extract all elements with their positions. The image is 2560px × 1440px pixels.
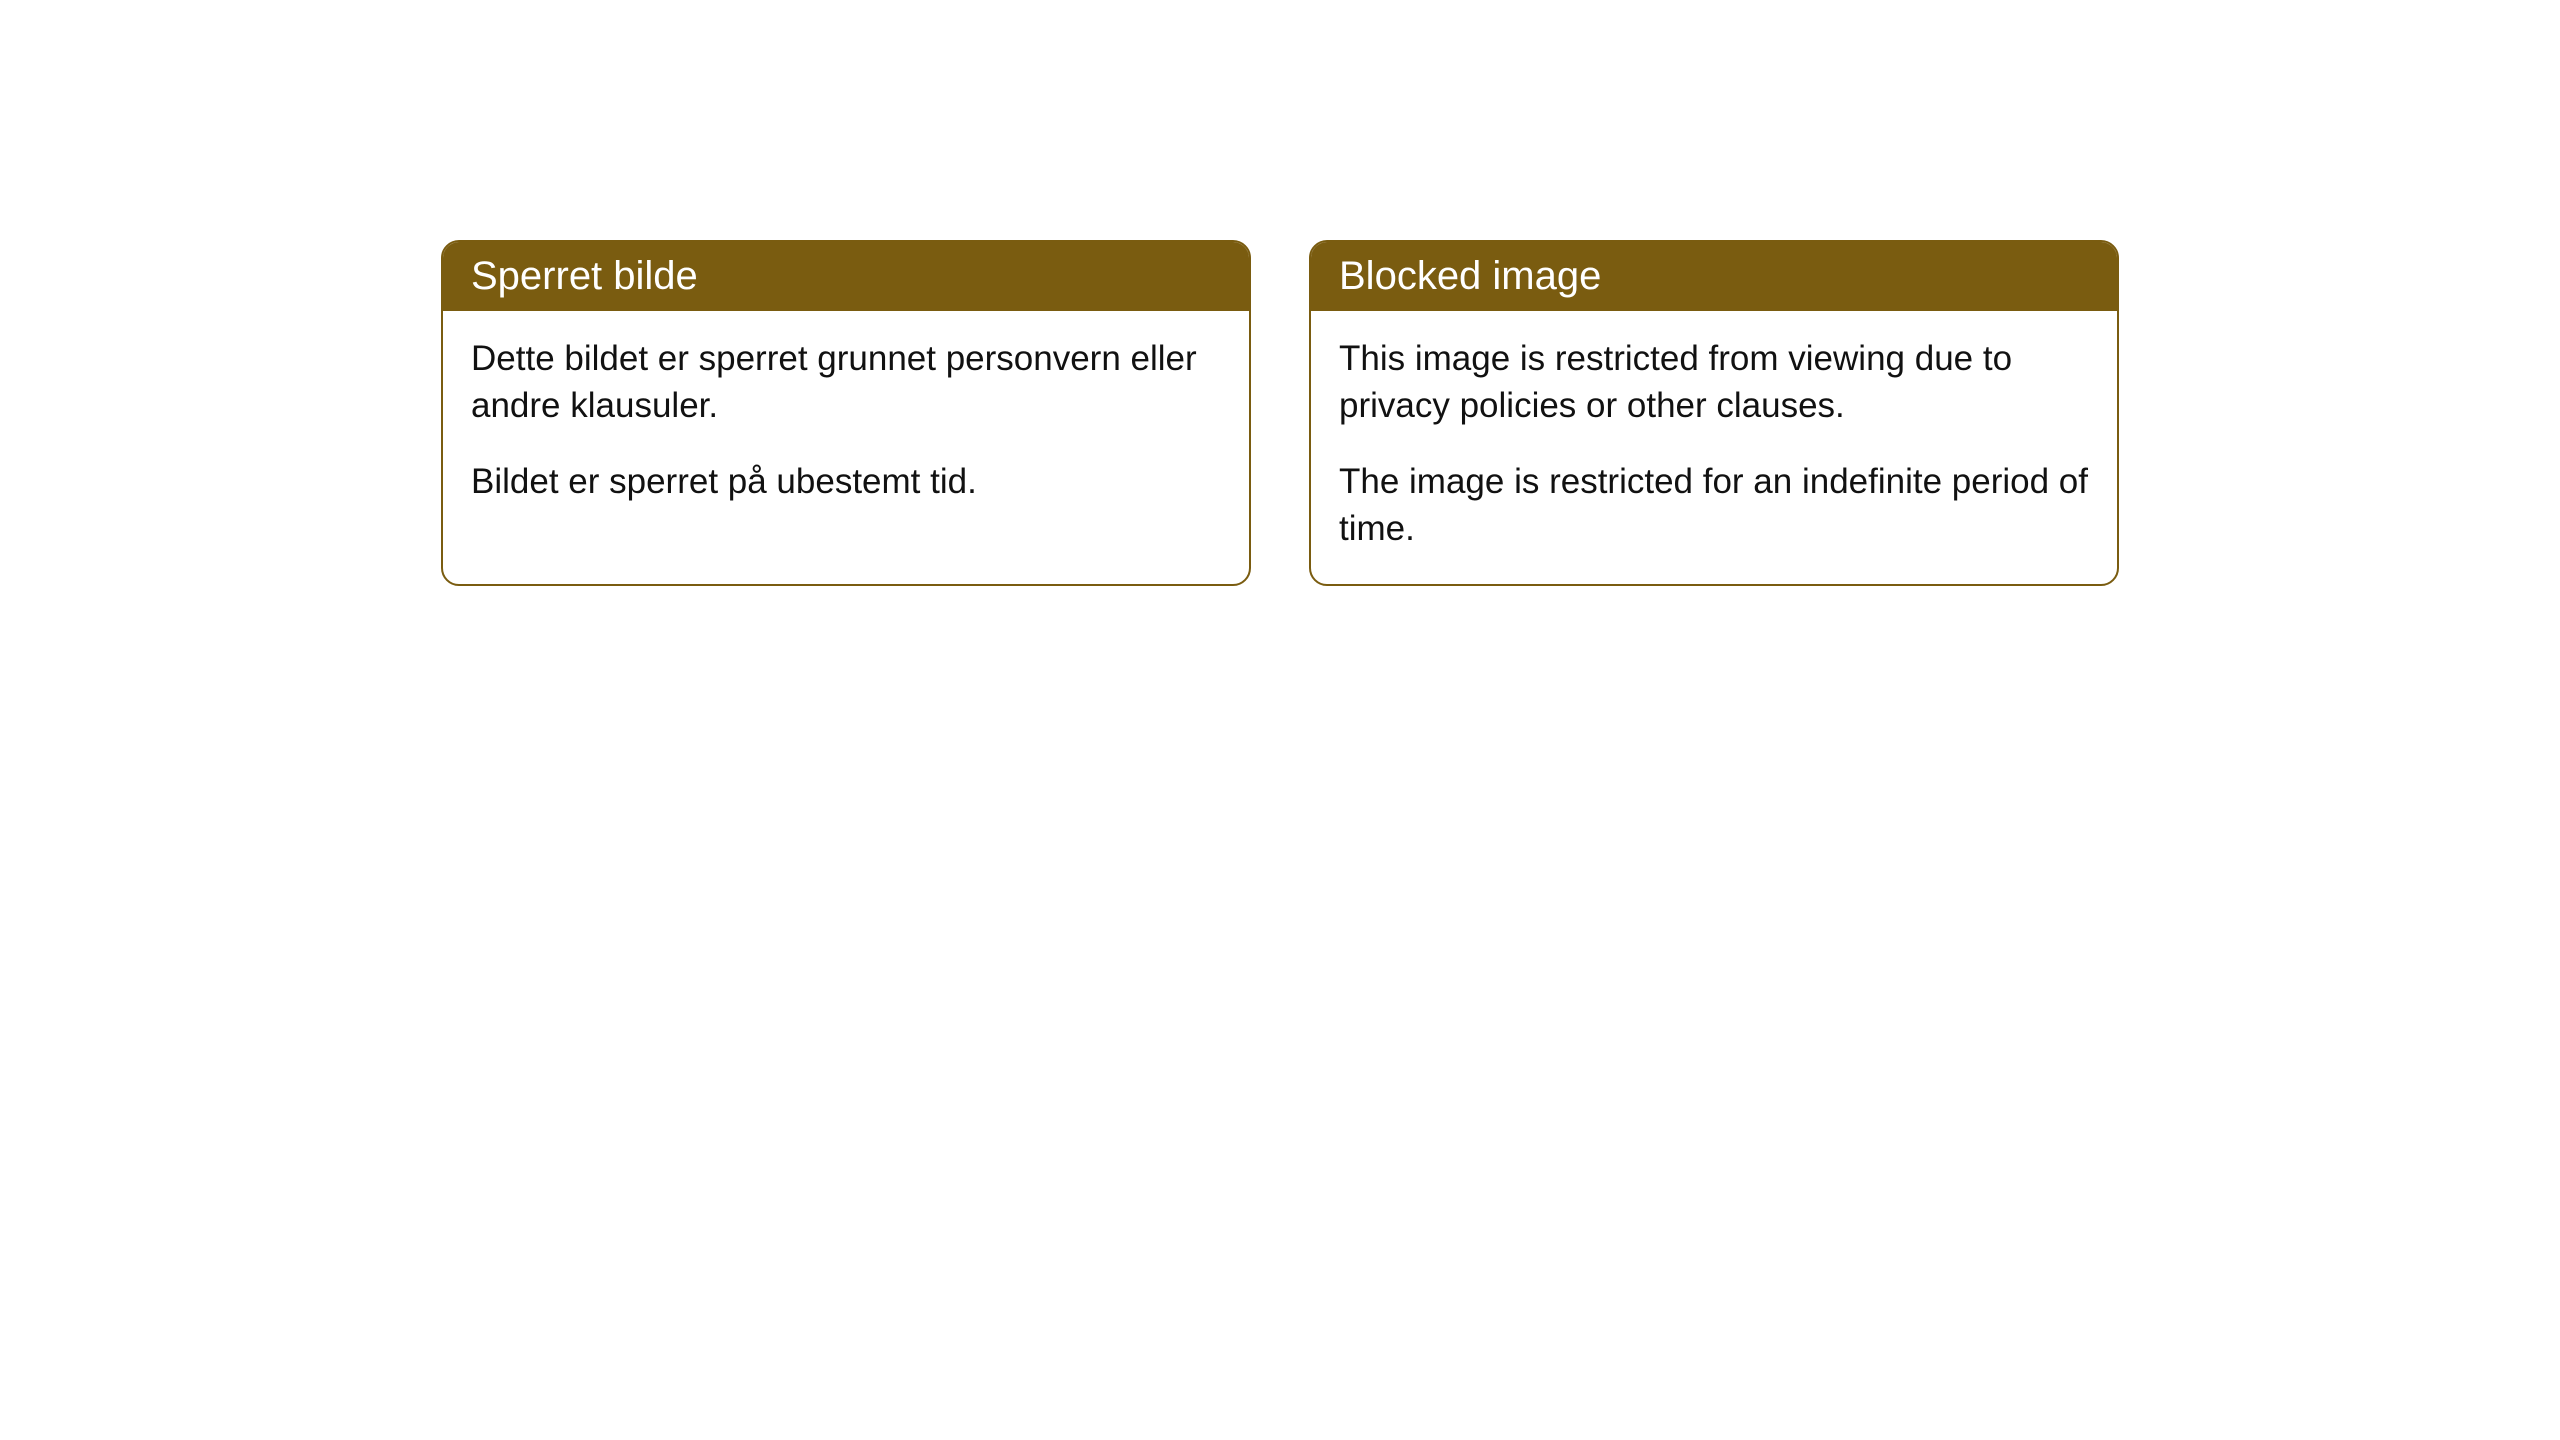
notice-cards-row: Sperret bilde Dette bildet er sperret gr… xyxy=(0,240,2560,586)
card-paragraph: The image is restricted for an indefinit… xyxy=(1339,458,2089,553)
notice-card-norwegian: Sperret bilde Dette bildet er sperret gr… xyxy=(441,240,1251,586)
card-title: Sperret bilde xyxy=(443,242,1249,311)
notice-card-english: Blocked image This image is restricted f… xyxy=(1309,240,2119,586)
card-body: Dette bildet er sperret grunnet personve… xyxy=(443,311,1249,537)
card-body: This image is restricted from viewing du… xyxy=(1311,311,2117,584)
card-title: Blocked image xyxy=(1311,242,2117,311)
card-paragraph: Dette bildet er sperret grunnet personve… xyxy=(471,335,1221,430)
card-paragraph: This image is restricted from viewing du… xyxy=(1339,335,2089,430)
card-paragraph: Bildet er sperret på ubestemt tid. xyxy=(471,458,1221,505)
